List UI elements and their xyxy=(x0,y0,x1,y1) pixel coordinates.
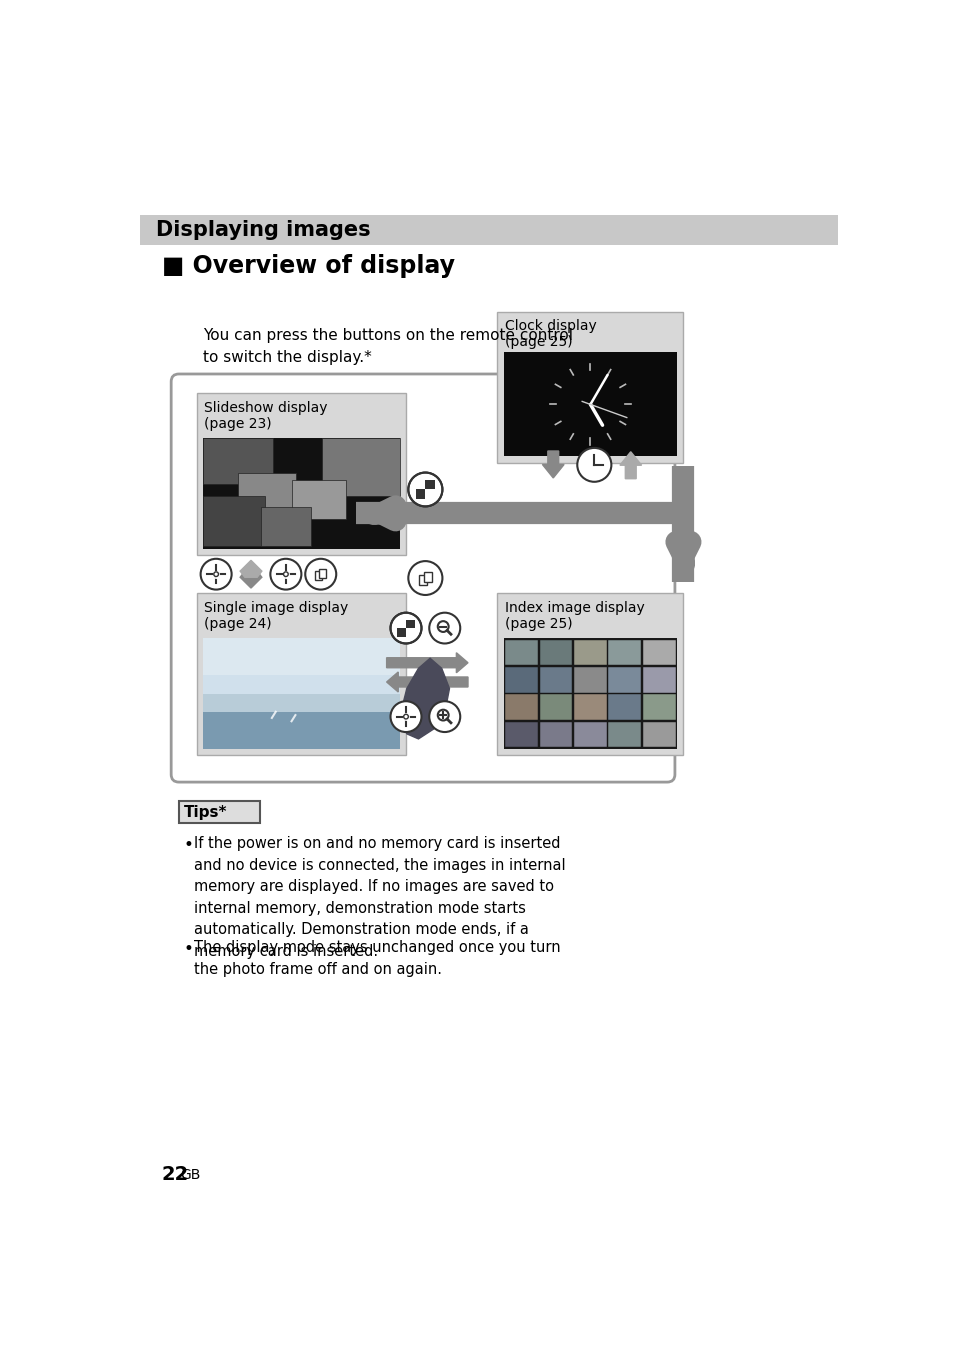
Circle shape xyxy=(200,558,232,589)
FancyBboxPatch shape xyxy=(196,393,406,554)
FancyBboxPatch shape xyxy=(179,802,260,823)
FancyBboxPatch shape xyxy=(574,695,606,721)
FancyBboxPatch shape xyxy=(425,489,435,499)
FancyBboxPatch shape xyxy=(203,438,273,484)
FancyBboxPatch shape xyxy=(503,353,677,457)
FancyBboxPatch shape xyxy=(642,695,675,721)
FancyBboxPatch shape xyxy=(539,667,572,692)
FancyBboxPatch shape xyxy=(416,489,425,499)
Polygon shape xyxy=(240,560,261,577)
Text: Single image display
(page 24): Single image display (page 24) xyxy=(204,602,349,631)
FancyBboxPatch shape xyxy=(608,639,640,665)
FancyBboxPatch shape xyxy=(397,629,406,637)
FancyBboxPatch shape xyxy=(505,639,537,665)
Polygon shape xyxy=(240,571,261,588)
FancyBboxPatch shape xyxy=(203,496,265,546)
FancyBboxPatch shape xyxy=(203,638,399,749)
FancyBboxPatch shape xyxy=(608,695,640,721)
FancyBboxPatch shape xyxy=(140,215,837,246)
Text: Index image display
(page 25): Index image display (page 25) xyxy=(505,602,644,631)
FancyBboxPatch shape xyxy=(574,639,606,665)
Text: ■ Overview of display: ■ Overview of display xyxy=(162,254,455,279)
FancyBboxPatch shape xyxy=(418,575,426,585)
Circle shape xyxy=(390,702,421,731)
FancyBboxPatch shape xyxy=(642,667,675,692)
Circle shape xyxy=(390,612,421,644)
FancyBboxPatch shape xyxy=(539,722,572,748)
FancyBboxPatch shape xyxy=(642,639,675,665)
Circle shape xyxy=(213,572,218,576)
FancyBboxPatch shape xyxy=(203,638,399,694)
Text: Slideshow display
(page 23): Slideshow display (page 23) xyxy=(204,402,328,431)
Polygon shape xyxy=(386,653,468,673)
Text: Displaying images: Displaying images xyxy=(156,220,371,241)
FancyBboxPatch shape xyxy=(574,722,606,748)
FancyBboxPatch shape xyxy=(497,312,682,462)
FancyBboxPatch shape xyxy=(319,569,326,577)
FancyBboxPatch shape xyxy=(505,695,537,721)
Circle shape xyxy=(429,612,459,644)
Circle shape xyxy=(408,473,442,507)
Circle shape xyxy=(429,702,459,731)
Text: Clock display
(page 25): Clock display (page 25) xyxy=(505,319,597,349)
FancyBboxPatch shape xyxy=(406,629,415,637)
FancyBboxPatch shape xyxy=(642,722,675,748)
Circle shape xyxy=(437,710,448,721)
Circle shape xyxy=(408,561,442,595)
FancyBboxPatch shape xyxy=(503,638,677,749)
FancyBboxPatch shape xyxy=(497,594,682,756)
FancyBboxPatch shape xyxy=(171,375,674,781)
Polygon shape xyxy=(542,452,563,479)
Text: 22: 22 xyxy=(162,1165,189,1184)
Text: •: • xyxy=(183,836,193,854)
Circle shape xyxy=(403,714,408,719)
Circle shape xyxy=(270,558,301,589)
FancyBboxPatch shape xyxy=(416,480,425,489)
FancyBboxPatch shape xyxy=(574,667,606,692)
Text: If the power is on and no memory card is inserted
and no device is connected, th: If the power is on and no memory card is… xyxy=(194,836,565,959)
FancyBboxPatch shape xyxy=(203,713,399,749)
Circle shape xyxy=(437,621,448,631)
Circle shape xyxy=(283,572,288,576)
Circle shape xyxy=(305,558,335,589)
FancyBboxPatch shape xyxy=(196,594,406,756)
Polygon shape xyxy=(398,658,449,740)
FancyBboxPatch shape xyxy=(322,438,399,496)
FancyBboxPatch shape xyxy=(539,695,572,721)
FancyBboxPatch shape xyxy=(505,722,537,748)
FancyBboxPatch shape xyxy=(423,572,431,581)
Text: GB: GB xyxy=(180,1168,201,1182)
FancyBboxPatch shape xyxy=(237,473,295,515)
FancyBboxPatch shape xyxy=(608,667,640,692)
FancyBboxPatch shape xyxy=(203,438,399,549)
Text: Tips*: Tips* xyxy=(183,804,227,819)
Polygon shape xyxy=(619,452,641,479)
FancyBboxPatch shape xyxy=(292,480,346,519)
FancyBboxPatch shape xyxy=(314,572,322,580)
Polygon shape xyxy=(386,672,468,692)
FancyBboxPatch shape xyxy=(261,507,311,546)
FancyBboxPatch shape xyxy=(406,619,415,629)
FancyBboxPatch shape xyxy=(505,667,537,692)
FancyBboxPatch shape xyxy=(539,639,572,665)
Text: You can press the buttons on the remote control
to switch the display.*: You can press the buttons on the remote … xyxy=(203,327,573,365)
FancyBboxPatch shape xyxy=(425,480,435,489)
FancyBboxPatch shape xyxy=(203,638,399,675)
Circle shape xyxy=(577,448,611,481)
FancyBboxPatch shape xyxy=(397,619,406,629)
Text: •: • xyxy=(183,940,193,959)
Text: The display mode stays unchanged once you turn
the photo frame off and on again.: The display mode stays unchanged once yo… xyxy=(194,940,560,976)
FancyBboxPatch shape xyxy=(608,722,640,748)
